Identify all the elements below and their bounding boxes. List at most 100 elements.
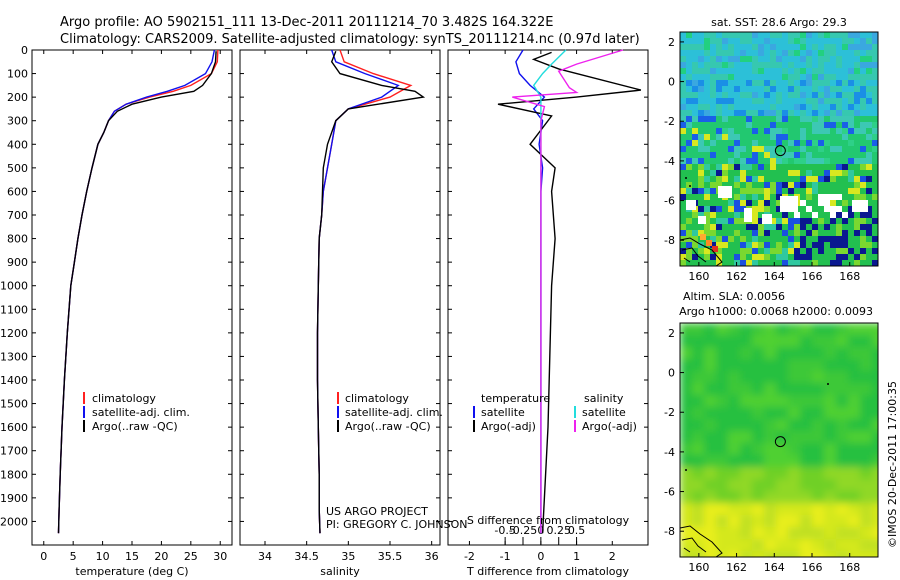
sst-coastline — [680, 177, 723, 266]
difference-depth-ticks — [448, 49, 648, 522]
lon-tick-label: 164 — [764, 270, 785, 283]
lat-tick-label: 0 — [668, 76, 675, 89]
difference-series — [497, 49, 642, 534]
x-tick-label: 1 — [573, 550, 580, 563]
temperature-axes-box — [31, 49, 233, 546]
legend-salinity-heading: salinity — [584, 392, 624, 405]
depth-tick-label: 800 — [7, 233, 28, 246]
sst-map-panel: sat. SST: 28.6 Argo: 29.3 160 162 164 166 16… — [664, 16, 879, 283]
depth-tick-label: 0 — [21, 44, 28, 57]
x-tick-label: 5 — [70, 550, 77, 563]
t-difference-x-label: T difference from climatology — [466, 565, 629, 578]
salinity-x-label: salinity — [320, 565, 360, 578]
depth-tick-label: 1200 — [0, 327, 28, 340]
depth-tick-label: 1400 — [0, 374, 28, 387]
x-tick-label: 10 — [96, 550, 110, 563]
series-line-climatology — [57, 49, 219, 534]
lat-tick-label: -8 — [664, 525, 675, 538]
x-tick-label: 0 — [537, 550, 544, 563]
difference-panel: -2 -1 0 1 2 -0.5-0.25 0 0.250.5 T difference f… — [447, 49, 649, 578]
lat-tick-label: 2 — [668, 327, 675, 340]
temperature-legend: climatology satellite-adj. clim. Argo(..… — [83, 392, 190, 433]
sla-longitude-axis: 160 162 164 166 168 — [688, 553, 860, 574]
header-title-line1: Argo profile: AO 5902151_111 13-Dec-2011… — [60, 15, 554, 30]
s-diff-tick-label: -0.25 — [509, 524, 537, 537]
series-line-climatology — [316, 49, 413, 534]
lon-tick-label: 162 — [726, 561, 747, 574]
legend-argo-label: Argo(..raw -QC) — [345, 420, 431, 433]
temperature-series — [57, 49, 219, 534]
legend-temperature-heading: temperature — [481, 392, 550, 405]
depth-tick-label: 1100 — [0, 303, 28, 316]
legend-climatology-label: climatology — [345, 392, 409, 405]
sla-argo-location-marker — [774, 436, 786, 448]
salinity-profile-panel: 34 34.5 35 35.5 36 salinity climatology sate… — [239, 49, 467, 578]
legend-satellite-label: satellite-adj. clim. — [345, 406, 443, 419]
lon-tick-label: 160 — [688, 561, 709, 574]
header-title-line2: Climatology: CARS2009. Satellite-adjuste… — [60, 32, 640, 47]
legend-t-argo-label: Argo(-adj) — [481, 420, 536, 433]
salinity-axes-box — [239, 49, 441, 546]
sla-map-subtitle: Argo h1000: 0.0068 h2000: 0.0093 — [679, 305, 873, 318]
sla-map-title: Altim. SLA: 0.0056 — [683, 290, 785, 303]
x-tick-label: 34.5 — [294, 550, 319, 563]
sla-heatmap — [680, 323, 878, 557]
sst-map-frame — [679, 31, 879, 267]
sst-latitude-axis: 2 0 -2 -4 -6 -8 — [664, 36, 684, 247]
lat-tick-label: -4 — [664, 446, 675, 459]
temperature-x-axis: 0 5 10 15 20 25 30 — [40, 50, 227, 563]
x-tick-label: 30 — [213, 550, 227, 563]
series-line-satellite-adj-clim- — [57, 49, 216, 534]
salinity-depth-ticks — [240, 49, 440, 522]
difference-axes-box — [447, 49, 649, 546]
x-tick-label: 35 — [341, 550, 355, 563]
depth-axis: 0 100 200 300 400 500 600 700 800 900 1000 1100 1200… — [0, 44, 232, 528]
x-tick-label: 36 — [425, 550, 439, 563]
lat-tick-label: 2 — [668, 36, 675, 49]
depth-tick-label: 1500 — [0, 398, 28, 411]
series-line-t-satellite — [515, 49, 546, 534]
lat-tick-label: -2 — [664, 406, 675, 419]
depth-tick-label: 600 — [7, 185, 28, 198]
sla-coastline — [680, 383, 829, 557]
s-diff-tick-label: 0.5 — [568, 524, 586, 537]
depth-tick-label: 700 — [7, 209, 28, 222]
x-tick-label: 34 — [258, 550, 272, 563]
depth-tick-label: 1700 — [0, 445, 28, 458]
lon-tick-label: 166 — [802, 270, 823, 283]
lat-tick-label: -8 — [664, 234, 675, 247]
sst-longitude-axis: 160 162 164 166 168 — [688, 262, 860, 283]
sla-map-panel: Altim. SLA: 0.0056 Argo h1000: 0.0068 h2… — [664, 290, 879, 574]
s-diff-tick-label: -0.5 — [494, 524, 515, 537]
temperature-profile-panel: 0100200300400500600700800900100011001200… — [0, 44, 233, 578]
lon-tick-label: 168 — [839, 270, 860, 283]
lon-tick-label: 160 — [688, 270, 709, 283]
x-tick-label: 20 — [154, 550, 168, 563]
x-tick-label: -1 — [500, 550, 511, 563]
series-line-argo-raw-qc- — [316, 50, 426, 534]
x-tick-label: -2 — [464, 550, 475, 563]
series-line-t-argo-adj- — [497, 51, 642, 534]
credit-timestamp: ©IMOS 20-Dec-2011 17:00:35 — [886, 381, 899, 548]
lat-tick-label: -6 — [664, 195, 675, 208]
lon-tick-label: 166 — [802, 561, 823, 574]
lat-tick-label: -6 — [664, 486, 675, 499]
series-line-satellite-adj-clim- — [316, 49, 400, 534]
legend-climatology-label: climatology — [92, 392, 156, 405]
temperature-x-label: temperature (deg C) — [75, 565, 188, 578]
difference-x-axis: -2 -1 0 1 2 — [464, 50, 616, 563]
lon-tick-label: 168 — [839, 561, 860, 574]
depth-tick-label: 100 — [7, 68, 28, 81]
x-tick-label: 15 — [125, 550, 139, 563]
depth-tick-label: 500 — [7, 162, 28, 175]
salinity-x-axis: 34 34.5 35 35.5 36 — [258, 50, 439, 563]
s-diff-tick-label: 0.25 — [546, 524, 571, 537]
series-line-argo-raw-qc- — [57, 51, 217, 534]
depth-tick-label: 900 — [7, 256, 28, 269]
sla-latitude-axis: 2 0 -2 -4 -6 -8 — [664, 327, 684, 538]
sst-map-title: sat. SST: 28.6 Argo: 29.3 — [711, 16, 847, 29]
series-line-s-argo-adj- — [512, 49, 624, 534]
x-tick-label: 25 — [184, 550, 198, 563]
x-tick-label: 0 — [40, 550, 47, 563]
